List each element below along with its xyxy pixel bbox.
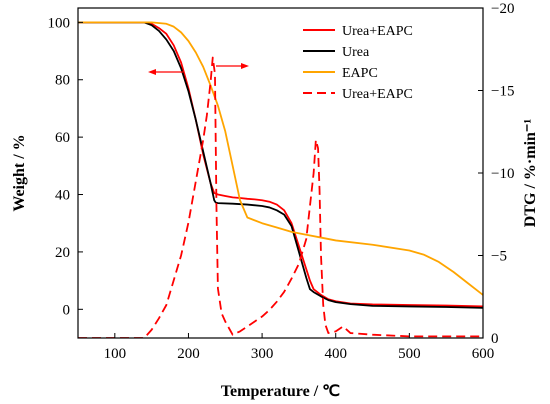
x-axis-title: Temperature / ℃ xyxy=(221,383,340,400)
legend-item: Urea+EAPC xyxy=(303,24,413,39)
legend-label: EAPC xyxy=(342,66,378,81)
y-left-axis-title: Weight / % xyxy=(11,134,28,211)
y-left-tick-label: 60 xyxy=(55,130,70,146)
legend-label: Urea+EAPC xyxy=(342,24,413,39)
plot-frame xyxy=(77,7,484,339)
x-tick-label: 200 xyxy=(177,346,200,362)
legend-item: EAPC xyxy=(303,66,378,81)
y-left-tick-label: 0 xyxy=(63,302,71,318)
legend-item: Urea xyxy=(303,45,370,60)
axes-layer: 100 200 300 400 500 6000204060801000−5−10−15−… xyxy=(48,1,515,362)
y-right-tick-label: −15 xyxy=(491,84,514,100)
x-tick-label: 500 xyxy=(398,346,421,362)
y-right-tick-label: −10 xyxy=(491,166,514,182)
x-tick-label: 600 xyxy=(472,346,495,362)
series-layer xyxy=(78,21,483,338)
y-right-axis-title: DTG / %·min⁻¹ xyxy=(522,119,539,228)
x-tick-label: 400 xyxy=(324,346,347,362)
y-left-tick-label: 100 xyxy=(48,15,71,31)
y-right-tick-label: −20 xyxy=(491,1,514,17)
legend-item: Urea+EAPC xyxy=(303,87,413,102)
y-right-tick-label: 0 xyxy=(491,331,499,347)
axis-indicator-arrows xyxy=(148,63,249,75)
x-tick-label: 300 xyxy=(251,346,274,362)
y-left-tick-label: 80 xyxy=(55,73,70,89)
series-line-0 xyxy=(78,21,483,308)
x-tick-label: 100 xyxy=(104,346,127,362)
left-axis-arrow-icon xyxy=(148,69,183,75)
y-right-tick-label: −5 xyxy=(491,249,507,265)
legend-label: Urea xyxy=(342,45,370,60)
y-left-tick-label: 20 xyxy=(55,245,70,261)
series-line-3 xyxy=(78,56,483,338)
y-left-tick-label: 40 xyxy=(55,188,70,204)
legend: Urea+EAPC Urea EAPC Urea+EAPC xyxy=(303,24,413,102)
series-line-2 xyxy=(78,21,483,296)
legend-label: Urea+EAPC xyxy=(342,87,413,102)
series-line-1 xyxy=(78,21,483,309)
right-axis-arrow-icon xyxy=(216,63,249,69)
